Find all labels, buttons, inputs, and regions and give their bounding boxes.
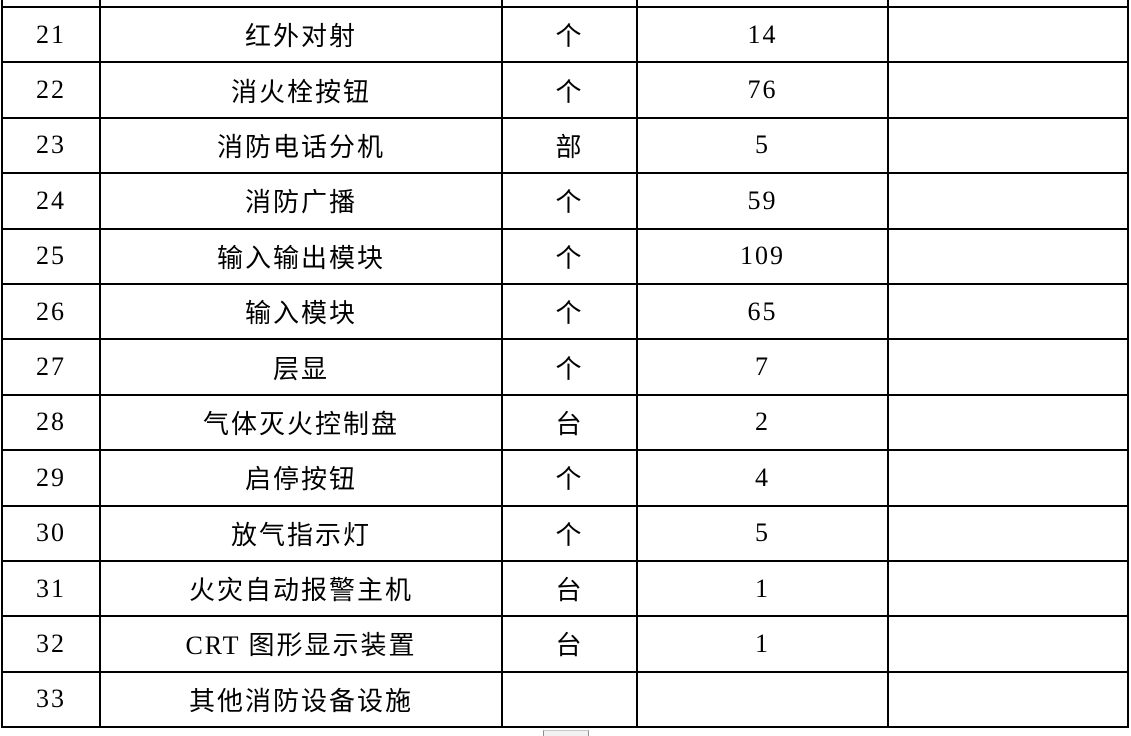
table-row: 33 其他消防设备设施 (1, 670, 1129, 729)
table-row: 22 消火栓按钮 个 76 (1, 61, 1129, 119)
cell-extra (887, 615, 1129, 673)
cell-unit: 台 (501, 615, 638, 673)
table-row: 28 气体灭火控制盘 台 2 (1, 393, 1129, 452)
cell-name: 输入输出模块 (99, 227, 503, 285)
cell-unit: 台 (501, 393, 638, 452)
cell-unit: 个 (501, 172, 638, 230)
cell-qty: 65 (636, 282, 889, 341)
table-row: 24 消防广播 个 59 (1, 172, 1129, 230)
cell-unit: 个 (501, 449, 638, 507)
cell-unit (501, 0, 638, 8)
cell-qty: 2 (636, 393, 889, 452)
table-row-partial (1, 0, 1129, 8)
cell-no: 24 (1, 172, 101, 230)
cell-qty: 76 (636, 61, 889, 119)
cell-qty (636, 670, 889, 729)
cell-no: 33 (1, 670, 101, 729)
cell-extra (887, 338, 1129, 396)
cell-unit: 部 (501, 116, 638, 175)
cell-no: 22 (1, 61, 101, 119)
cell-unit: 台 (501, 559, 638, 618)
cell-qty: 59 (636, 172, 889, 230)
table-row: 31 火灾自动报警主机 台 1 (1, 559, 1129, 618)
cell-extra (887, 0, 1129, 8)
table-row: 21 红外对射 个 14 (1, 5, 1129, 64)
table-row: 25 输入输出模块 个 109 (1, 227, 1129, 285)
cell-unit: 个 (501, 5, 638, 64)
cell-unit: 个 (501, 61, 638, 119)
cell-name: 消防广播 (99, 172, 503, 230)
cell-name: 放气指示灯 (99, 504, 503, 562)
cell-qty: 4 (636, 449, 889, 507)
page-gap-control[interactable] (543, 730, 589, 736)
cell-extra (887, 393, 1129, 452)
cell-extra (887, 670, 1129, 729)
cell-no: 32 (1, 615, 101, 673)
cell-name: 其他消防设备设施 (99, 670, 503, 729)
cell-no: 29 (1, 449, 101, 507)
cell-qty: 1 (636, 615, 889, 673)
cell-qty: 109 (636, 227, 889, 285)
cell-name (99, 0, 503, 8)
cell-qty: 5 (636, 504, 889, 562)
cell-unit: 个 (501, 504, 638, 562)
table-row: 26 输入模块 个 65 (1, 282, 1129, 341)
cell-extra (887, 61, 1129, 119)
cell-name: CRT 图形显示装置 (99, 615, 503, 673)
cell-extra (887, 5, 1129, 64)
cell-extra (887, 282, 1129, 341)
table-row: 29 启停按钮 个 4 (1, 449, 1129, 507)
cell-extra (887, 504, 1129, 562)
cell-name: 启停按钮 (99, 449, 503, 507)
cell-name: 消防电话分机 (99, 116, 503, 175)
cell-name: 红外对射 (99, 5, 503, 64)
cell-no: 31 (1, 559, 101, 618)
cell-extra (887, 449, 1129, 507)
cell-qty: 7 (636, 338, 889, 396)
cell-unit: 个 (501, 227, 638, 285)
cell-qty: 1 (636, 559, 889, 618)
cell-extra (887, 172, 1129, 230)
cell-extra (887, 116, 1129, 175)
cell-name: 火灾自动报警主机 (99, 559, 503, 618)
cell-name: 层显 (99, 338, 503, 396)
table-row: 32 CRT 图形显示装置 台 1 (1, 615, 1129, 673)
table-row: 30 放气指示灯 个 5 (1, 504, 1129, 562)
cell-no (1, 0, 101, 8)
cell-no: 28 (1, 393, 101, 452)
cell-unit: 个 (501, 282, 638, 341)
cell-unit (501, 670, 638, 729)
cell-no: 26 (1, 282, 101, 341)
cell-extra (887, 559, 1129, 618)
cell-no: 21 (1, 5, 101, 64)
table-row: 27 层显 个 7 (1, 338, 1129, 396)
cell-qty: 14 (636, 5, 889, 64)
cell-unit: 个 (501, 338, 638, 396)
cell-qty: 5 (636, 116, 889, 175)
table-row: 23 消防电话分机 部 5 (1, 116, 1129, 175)
cell-no: 25 (1, 227, 101, 285)
cell-qty (636, 0, 889, 8)
cell-name: 消火栓按钮 (99, 61, 503, 119)
cell-no: 30 (1, 504, 101, 562)
cell-extra (887, 227, 1129, 285)
cell-name: 气体灭火控制盘 (99, 393, 503, 452)
cell-no: 27 (1, 338, 101, 396)
cell-no: 23 (1, 116, 101, 175)
cell-name: 输入模块 (99, 282, 503, 341)
